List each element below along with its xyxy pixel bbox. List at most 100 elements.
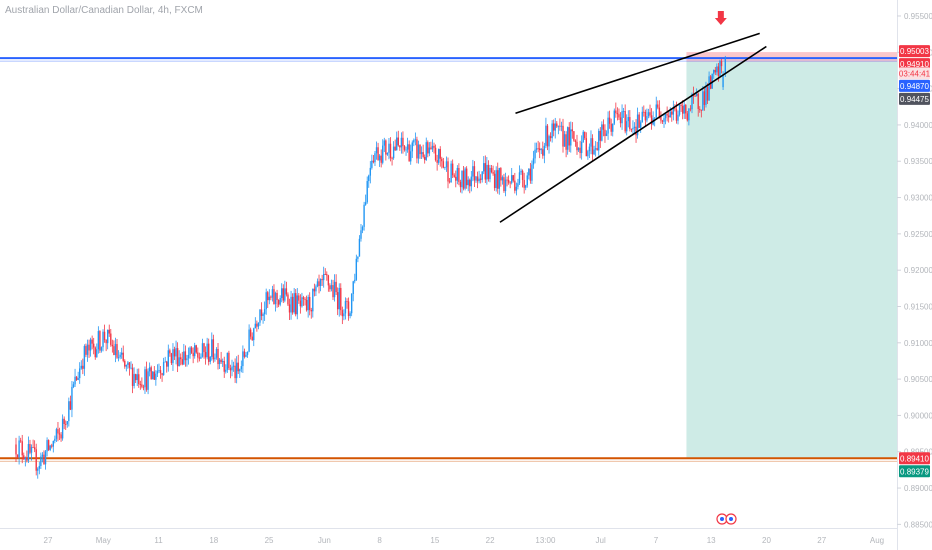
candle-body xyxy=(27,444,30,461)
candle-body xyxy=(711,73,713,89)
price-tick-label: 0.88500 xyxy=(904,520,932,529)
candle-body xyxy=(428,147,431,154)
price-label-badge xyxy=(899,58,930,71)
price-tick-label: 0.90500 xyxy=(904,375,932,384)
candle-body xyxy=(439,148,441,159)
candle-body xyxy=(506,179,508,181)
candle-body xyxy=(38,465,41,469)
candle-body xyxy=(44,451,47,465)
candle-body xyxy=(184,351,187,361)
candle-body xyxy=(424,156,426,160)
candle-body xyxy=(253,328,255,341)
candle-body xyxy=(653,117,656,119)
candle-body xyxy=(15,444,17,455)
candle-body xyxy=(142,386,145,388)
candle-body xyxy=(305,299,308,311)
candle-body xyxy=(203,343,205,353)
candle-body xyxy=(459,181,462,188)
candle-body xyxy=(352,281,354,295)
candle-body xyxy=(156,370,159,374)
candle-body xyxy=(512,175,514,181)
candle-body xyxy=(543,145,546,156)
candle-body xyxy=(520,170,522,173)
candle-body xyxy=(650,115,653,125)
candle-body xyxy=(582,131,584,143)
candle-body xyxy=(604,129,606,136)
candle-body xyxy=(347,301,350,316)
candle-body xyxy=(417,144,420,159)
candle-body xyxy=(85,346,87,355)
candle-body xyxy=(507,179,510,183)
candle-body xyxy=(220,359,222,363)
candle-body xyxy=(172,349,174,364)
candle-body xyxy=(559,125,561,127)
time-tick-label: 20 xyxy=(762,536,771,545)
candle-body xyxy=(357,256,359,259)
event-markers-icon[interactable] xyxy=(716,513,737,525)
candle-body xyxy=(226,352,229,370)
candle-body xyxy=(262,314,264,316)
time-axis[interactable]: 27 May 11 18 25 Jun 8 15 22 13:00 Jul 7 13 20 27 Aug xyxy=(44,536,885,545)
candle-body xyxy=(548,136,550,147)
candle-body xyxy=(310,309,312,312)
candle-body xyxy=(173,349,176,357)
candle-body xyxy=(591,138,594,155)
candle-body xyxy=(669,111,671,118)
position-tool[interactable] xyxy=(686,52,897,459)
time-tick-label: 8 xyxy=(377,536,382,545)
price-tick-label: 0.93000 xyxy=(904,194,932,203)
candle-body xyxy=(374,153,376,163)
candle-body xyxy=(397,137,399,146)
candle-body xyxy=(288,304,291,313)
candle-body xyxy=(694,95,696,97)
candle-body xyxy=(245,354,247,357)
candle-body xyxy=(420,152,423,155)
candle-body xyxy=(79,368,81,379)
candle-body xyxy=(60,434,62,439)
candle-body xyxy=(239,369,241,372)
candle-body xyxy=(386,152,389,155)
wedge-lower-trendline[interactable] xyxy=(499,45,767,223)
candle-body xyxy=(557,125,560,127)
candle-body xyxy=(89,339,92,351)
candle-body xyxy=(273,289,275,305)
candle-body xyxy=(234,365,236,379)
candle-body xyxy=(368,175,370,182)
candle-body xyxy=(501,177,504,181)
candle-body xyxy=(626,121,628,132)
stop-loss-zone[interactable] xyxy=(686,52,897,62)
candle-body xyxy=(301,297,303,307)
price-label-badge xyxy=(899,79,930,92)
take-profit-zone[interactable] xyxy=(686,61,897,459)
candle-body xyxy=(145,369,148,390)
price-label-badge xyxy=(899,452,930,465)
time-tick-label: 25 xyxy=(265,536,274,545)
candle-body xyxy=(441,158,443,162)
candle-body xyxy=(498,168,500,189)
candle-body xyxy=(371,160,373,168)
candle-body xyxy=(431,145,434,150)
candle-body xyxy=(705,87,707,105)
candle-body xyxy=(540,149,542,151)
candle-body xyxy=(263,309,266,315)
candle-body xyxy=(675,109,678,121)
wedge-upper-trendline[interactable] xyxy=(515,32,760,115)
price-tick-label: 0.93500 xyxy=(904,157,932,166)
candle-body xyxy=(537,148,539,150)
candle-body xyxy=(542,149,544,156)
candle-body xyxy=(206,343,208,358)
candle-body xyxy=(304,298,306,300)
candle-body xyxy=(277,299,280,305)
candle-body xyxy=(678,105,681,115)
rising-wedge[interactable] xyxy=(499,32,767,223)
candle-body xyxy=(689,108,692,110)
candle-body xyxy=(167,350,169,367)
candle-body xyxy=(442,161,445,168)
candle-body xyxy=(170,353,173,364)
candle-body xyxy=(534,149,536,159)
candle-body xyxy=(57,429,59,434)
candle-body xyxy=(249,329,252,337)
candle-body xyxy=(54,438,56,442)
candle-body xyxy=(680,105,682,106)
